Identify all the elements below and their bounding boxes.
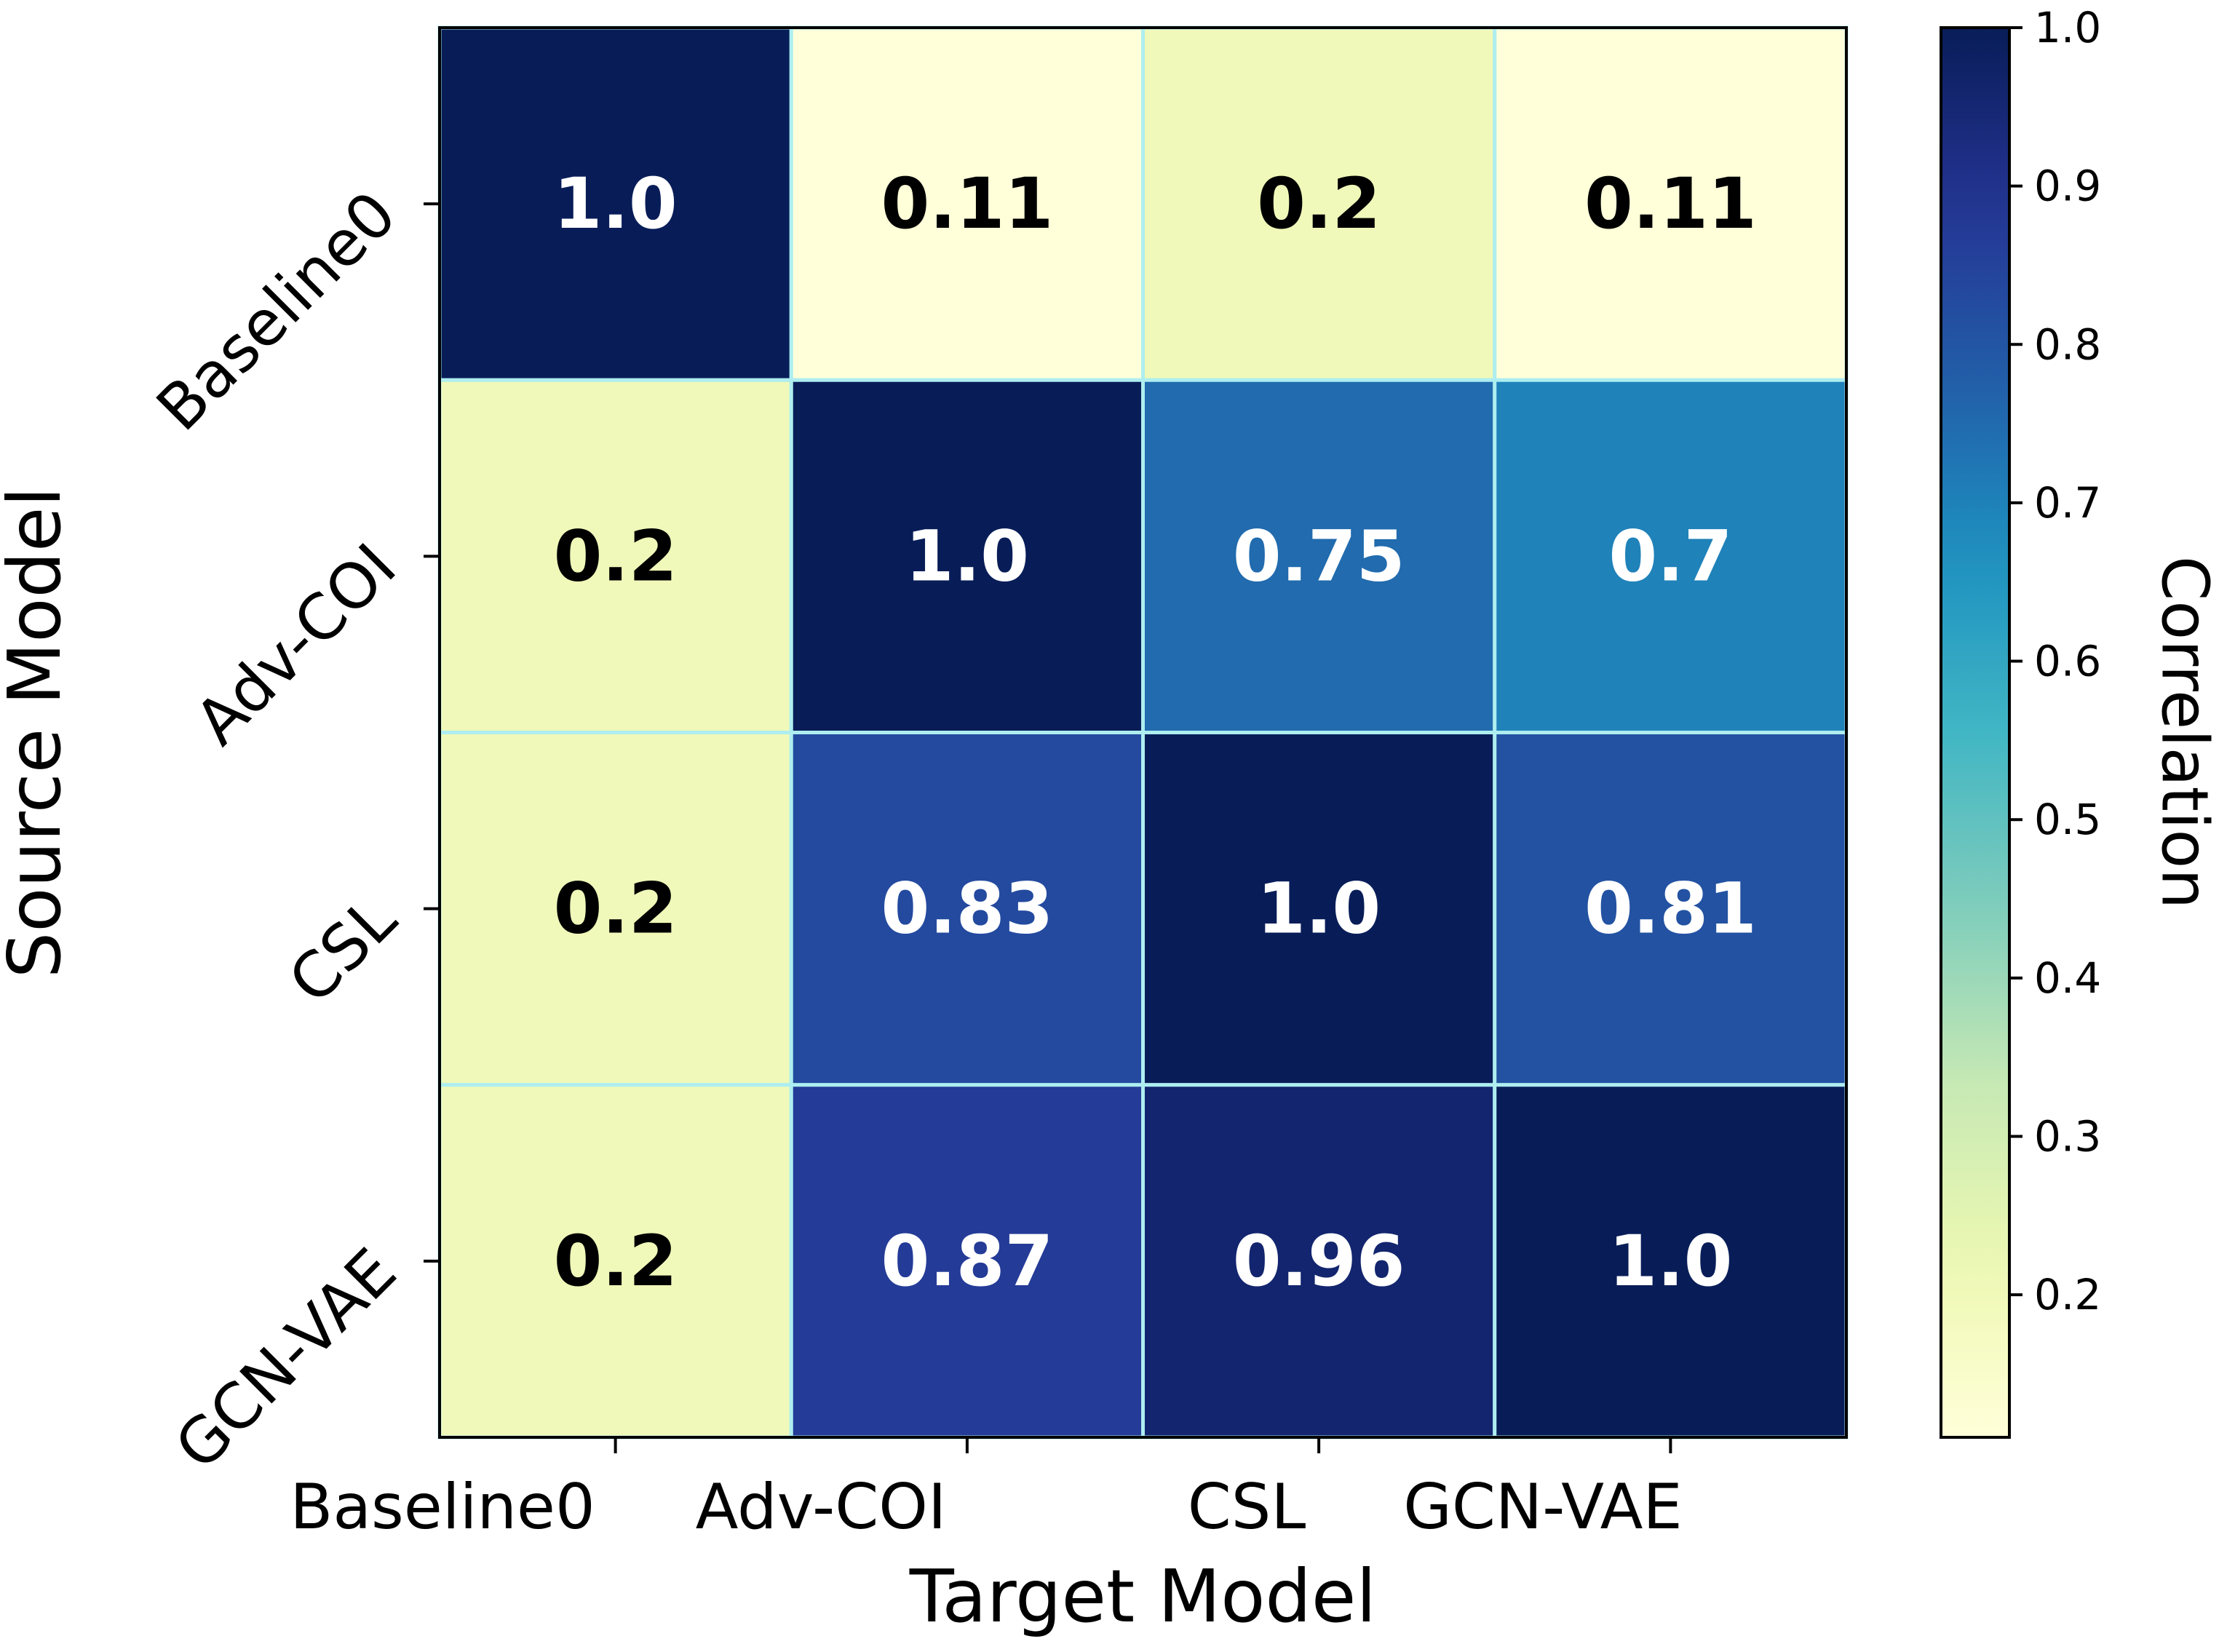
heatmap-cell — [1493, 25, 1849, 382]
heatmap-cell — [1493, 378, 1849, 734]
heatmap-cell — [789, 1083, 1145, 1439]
heatmap-cell — [789, 378, 1145, 734]
colorbar-ticks: 0.2 0.3 0.4 0.5 0.6 0.7 0.8 0.9 1.0 — [2009, 3, 2101, 1319]
heatmap-cell — [1141, 1083, 1497, 1439]
cell-value-label: 0.81 — [1584, 868, 1757, 950]
cell-value-label: 0.11 — [881, 163, 1053, 245]
heatmap-cell — [789, 731, 1145, 1087]
colorbar-tick-label: 1.0 — [2034, 3, 2101, 52]
cell-value-label: 0.2 — [1257, 163, 1381, 245]
colorbar-gradient — [1940, 26, 2011, 1439]
colorbar-tick-label: 0.5 — [2034, 795, 2101, 844]
cell-value-label: 0.2 — [554, 515, 678, 597]
colorbar-tick-label: 0.4 — [2034, 953, 2101, 1003]
cell-value-label: 1.0 — [1257, 868, 1381, 950]
cell-value-label: 0.83 — [881, 868, 1053, 950]
x-tick-label: CSL — [1188, 1471, 1306, 1544]
cell-value-label: 0.87 — [881, 1220, 1053, 1302]
x-axis-title: Target Model — [909, 1554, 1376, 1639]
heatmap-cell — [1493, 1083, 1849, 1439]
heatmap-cell — [437, 378, 793, 734]
x-tick-label: Adv-COI — [696, 1471, 947, 1544]
colorbar-tick-label: 0.9 — [2034, 162, 2101, 211]
x-axis-ticks: Baseline0 Adv-COI CSL GCN-VAE — [290, 1437, 1683, 1544]
cell-value-label: 0.75 — [1233, 515, 1405, 597]
cell-value-label: 0.7 — [1608, 515, 1732, 597]
y-tick-label: Adv-COI — [181, 531, 410, 759]
y-axis-ticks: Baseline0 Adv-COI CSL GCN-VAE — [143, 178, 440, 1484]
colorbar: 0.2 0.3 0.4 0.5 0.6 0.7 0.8 0.9 1.0 Correlation — [1940, 3, 2223, 1439]
colorbar-tick-label: 0.8 — [2034, 319, 2101, 369]
x-tick-label: GCN-VAE — [1403, 1471, 1683, 1544]
y-tick-label: Baseline0 — [143, 178, 410, 445]
cell-value-label: 0.2 — [554, 868, 678, 950]
cell-value-label: 1.0 — [1608, 1220, 1732, 1302]
heatmap-cell — [789, 25, 1145, 382]
cell-value-label: 0.96 — [1233, 1220, 1405, 1302]
cell-value-label: 1.0 — [905, 515, 1029, 597]
x-tick-label: Baseline0 — [290, 1471, 595, 1544]
colorbar-tick-label: 0.6 — [2034, 637, 2101, 686]
colorbar-title: Correlation — [2148, 556, 2223, 909]
heatmap-cells — [437, 25, 1849, 1439]
cell-value-label: 1.0 — [554, 163, 678, 245]
y-tick-label: GCN-VAE — [162, 1235, 410, 1484]
y-axis-title: Source Model — [0, 487, 77, 979]
heatmap-cell — [437, 25, 793, 382]
y-tick-label: CSL — [275, 883, 410, 1018]
heatmap-cell — [1493, 731, 1849, 1087]
cell-value-label: 0.2 — [554, 1220, 678, 1302]
heatmap-cell-labels: 1.0 0.11 0.2 0.11 0.2 1.0 0.75 0.7 0.2 0.83 1.0 0.8… — [554, 163, 1757, 1302]
cell-value-label: 0.11 — [1584, 163, 1757, 245]
colorbar-tick-label: 0.2 — [2034, 1270, 2101, 1319]
plot-frame — [438, 26, 1848, 1439]
colorbar-tick-label: 0.3 — [2034, 1111, 2101, 1161]
heatmap-cell — [437, 1083, 793, 1439]
colorbar-tick-label: 0.7 — [2034, 478, 2101, 528]
